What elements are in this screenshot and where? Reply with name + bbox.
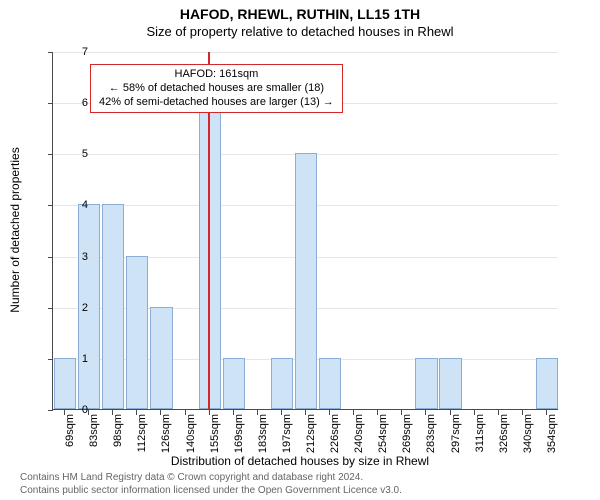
- ytick-label: 2: [58, 302, 88, 314]
- xtick-label: 212sqm: [305, 414, 317, 453]
- xtick-label: 326sqm: [498, 414, 510, 453]
- xtick-label: 283sqm: [425, 414, 437, 453]
- ytick-mark: [48, 154, 53, 155]
- bar: [102, 204, 124, 409]
- xtick-label: 240sqm: [353, 414, 365, 453]
- bar: [150, 307, 172, 409]
- y-axis-label: Number of detached properties: [8, 147, 22, 312]
- footer-attribution: Contains HM Land Registry data © Crown c…: [20, 472, 402, 497]
- xtick-label: 311sqm: [474, 414, 486, 452]
- xtick-label: 183sqm: [257, 414, 269, 453]
- ytick-mark: [48, 205, 53, 206]
- ytick-label: 3: [58, 251, 88, 263]
- ytick-label: 7: [58, 46, 88, 58]
- xtick-label: 155sqm: [209, 414, 221, 453]
- ytick-mark: [48, 52, 53, 53]
- x-axis-label: Distribution of detached houses by size …: [0, 454, 600, 468]
- ytick-label: 5: [58, 148, 88, 160]
- xtick-label: 98sqm: [112, 414, 124, 447]
- ytick-label: 4: [58, 199, 88, 211]
- bar: [271, 358, 293, 409]
- xtick-label: 254sqm: [377, 414, 389, 453]
- bar: [439, 358, 461, 409]
- ytick-label: 6: [58, 97, 88, 109]
- bar: [295, 153, 317, 409]
- xtick-label: 226sqm: [329, 414, 341, 453]
- xtick-label: 83sqm: [88, 414, 100, 447]
- xtick-label: 126sqm: [160, 414, 172, 453]
- gridline: [53, 52, 558, 53]
- xtick-label: 69sqm: [64, 414, 76, 447]
- xtick-label: 112sqm: [136, 414, 148, 452]
- info-box-line: ← 58% of detached houses are smaller (18…: [99, 82, 334, 96]
- ytick-mark: [48, 103, 53, 104]
- ytick-label: 0: [58, 404, 88, 416]
- ytick-mark: [48, 257, 53, 258]
- bar: [415, 358, 437, 409]
- bar: [54, 358, 76, 409]
- ytick-mark: [48, 359, 53, 360]
- xtick-label: 169sqm: [233, 414, 245, 453]
- xtick-label: 354sqm: [546, 414, 558, 453]
- xtick-label: 340sqm: [522, 414, 534, 453]
- ytick-label: 1: [58, 353, 88, 365]
- bar: [223, 358, 245, 409]
- bar: [126, 256, 148, 409]
- info-box: HAFOD: 161sqm← 58% of detached houses ar…: [90, 64, 343, 113]
- ytick-mark: [48, 410, 53, 411]
- bar: [319, 358, 341, 409]
- chart-title-main: HAFOD, RHEWL, RUTHIN, LL15 1TH: [0, 0, 600, 22]
- chart-container: HAFOD, RHEWL, RUTHIN, LL15 1TH Size of p…: [0, 0, 600, 500]
- info-box-line: 42% of semi-detached houses are larger (…: [99, 96, 334, 110]
- footer-line: Contains public sector information licen…: [20, 485, 402, 498]
- xtick-label: 140sqm: [185, 414, 197, 453]
- xtick-label: 269sqm: [401, 414, 413, 453]
- xtick-label: 297sqm: [450, 414, 462, 453]
- chart-title-sub: Size of property relative to detached ho…: [0, 22, 600, 39]
- ytick-mark: [48, 308, 53, 309]
- plot-wrap: HAFOD: 161sqm← 58% of detached houses ar…: [52, 52, 558, 410]
- bar: [536, 358, 558, 409]
- xtick-label: 197sqm: [281, 414, 293, 453]
- footer-line: Contains HM Land Registry data © Crown c…: [20, 472, 402, 485]
- info-box-line: HAFOD: 161sqm: [99, 68, 334, 82]
